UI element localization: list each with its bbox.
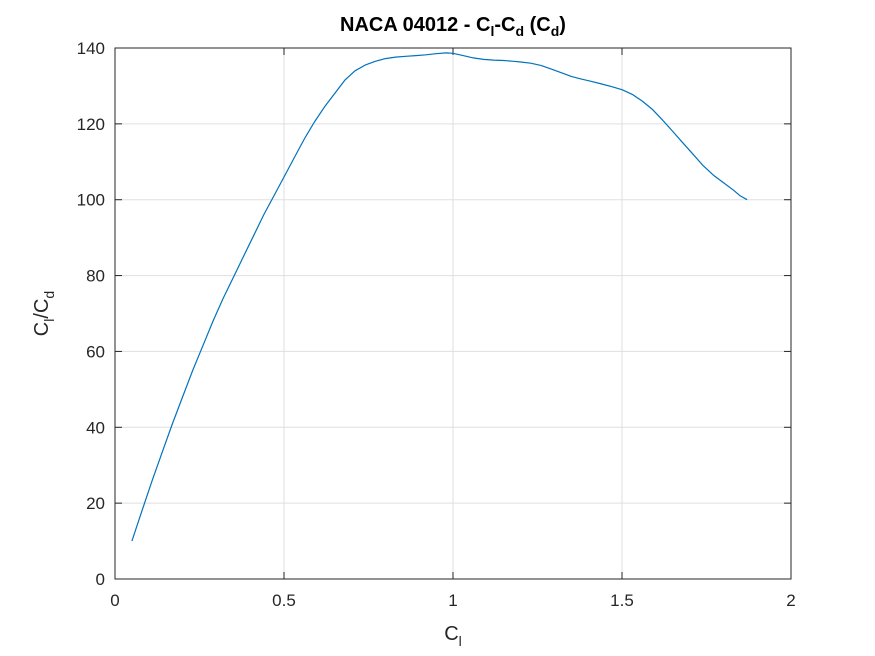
ylabel-sub2: d xyxy=(41,291,57,299)
x-tick-label: 1.5 xyxy=(610,591,634,610)
x-axis-title: Cl xyxy=(444,623,462,649)
title-close: ) xyxy=(559,14,566,36)
x-tick-label: 2 xyxy=(786,591,795,610)
y-axis-title: Cl/Cd xyxy=(31,291,57,336)
chart-title: NACA 04012 - Cl-Cd (Cd) xyxy=(340,14,566,39)
y-tick-label: 120 xyxy=(77,115,105,134)
y-tick-label: 140 xyxy=(77,39,105,58)
title-sub1: l xyxy=(490,23,494,39)
xlabel-main: C xyxy=(444,623,458,645)
y-tick-label: 0 xyxy=(96,570,105,589)
y-tick-label: 80 xyxy=(86,267,105,286)
line-layer xyxy=(131,52,748,542)
series-line xyxy=(131,52,748,542)
ylabel-sub1: l xyxy=(41,319,57,322)
title-prefix: NACA 04012 - C xyxy=(340,14,490,36)
ylabel-main1: C xyxy=(31,322,53,336)
y-tick-label: 20 xyxy=(86,494,105,513)
title-open: (C xyxy=(524,14,551,36)
x-tick-label: 0.5 xyxy=(272,591,296,610)
x-tick-label: 1 xyxy=(448,591,457,610)
ylabel-slash: /C xyxy=(31,299,53,319)
y-tick-label: 60 xyxy=(86,342,105,361)
y-tick-label: 100 xyxy=(77,191,105,210)
title-sub3: d xyxy=(551,23,560,39)
title-mid: -C xyxy=(494,14,515,36)
y-tick-label: 40 xyxy=(86,418,105,437)
x-tick-label: 0 xyxy=(110,591,119,610)
xlabel-sub: l xyxy=(459,633,462,649)
grid-layer xyxy=(115,48,791,579)
title-sub2: d xyxy=(515,23,524,39)
